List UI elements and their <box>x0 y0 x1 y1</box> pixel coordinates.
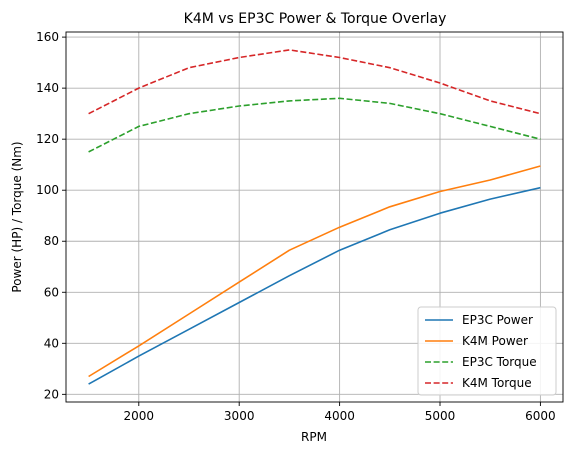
plot-area-frame <box>65 31 564 403</box>
x-axis-label: RPM <box>301 430 327 444</box>
chart-title: K4M vs EP3C Power & Torque Overlay <box>184 11 447 27</box>
series-line-k4m-torque <box>88 49 541 115</box>
y-tick-label: 140 <box>36 81 59 95</box>
legend-label-k4m-power: K4M Power <box>462 334 528 348</box>
y-tick-label: 100 <box>36 183 59 197</box>
legend-label-k4m-torque: K4M Torque <box>462 376 532 390</box>
x-tick-label: 2000 <box>124 409 155 423</box>
plot-series <box>88 49 541 385</box>
grid <box>66 32 563 402</box>
y-tick-label: 20 <box>44 387 59 401</box>
y-tick-label: 80 <box>44 234 59 248</box>
y-tick-label: 40 <box>44 336 59 350</box>
y-tick-label: 120 <box>36 132 59 146</box>
x-tick-label: 4000 <box>324 409 355 423</box>
legend-label-ep3c-power: EP3C Power <box>462 313 533 327</box>
series-line-ep3c-power <box>88 186 541 385</box>
series-line-k4m-power <box>88 165 541 378</box>
axis-ticks: 2000 3000 4000 5000 6000 20 40 60 80 100 120 140 160 <box>36 30 556 423</box>
y-tick-label: 60 <box>44 285 59 299</box>
x-tick-label: 6000 <box>525 409 556 423</box>
legend-frame <box>417 306 557 396</box>
legend-label-ep3c-torque: EP3C Torque <box>462 355 537 369</box>
x-tick-label: 5000 <box>425 409 456 423</box>
y-axis-label: Power (HP) / Torque (Nm) <box>10 141 24 292</box>
x-tick-label: 3000 <box>224 409 255 423</box>
series-line-ep3c-torque <box>88 97 541 153</box>
y-tick-label: 160 <box>36 30 59 44</box>
legend: EP3C Power K4M Power EP3C Torque K4M Torque <box>417 306 557 396</box>
